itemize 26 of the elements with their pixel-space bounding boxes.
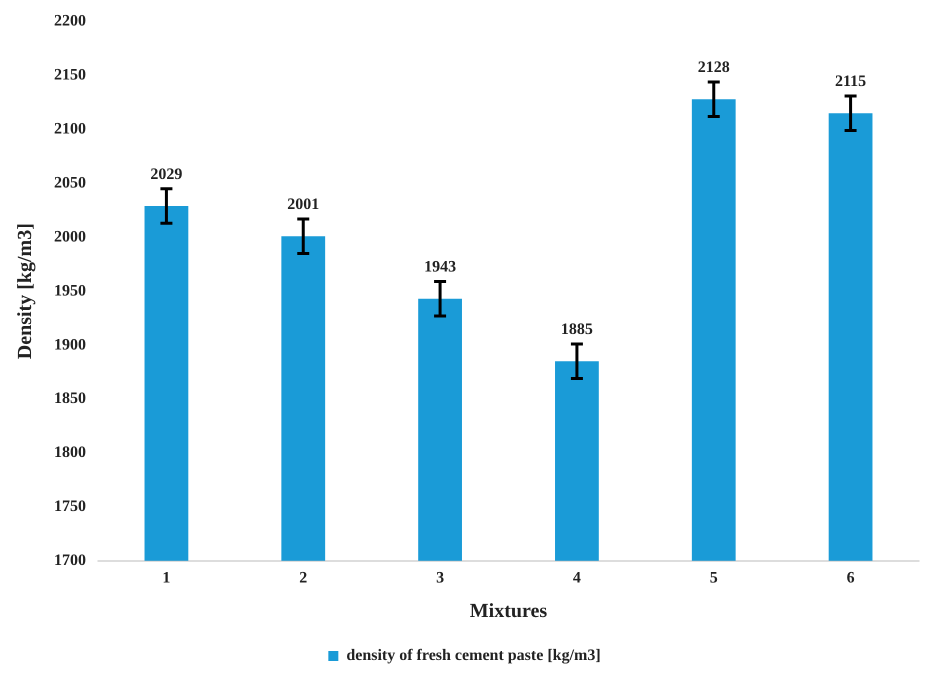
y-tick-label: 1900 bbox=[54, 336, 86, 354]
x-axis-title: Mixtures bbox=[470, 600, 548, 622]
y-axis-title: Density [kg/m3] bbox=[14, 223, 36, 360]
x-tick-label: 4 bbox=[572, 570, 581, 587]
y-tick-label: 1850 bbox=[54, 390, 86, 408]
legend-label: density of fresh cement paste [kg/m3] bbox=[346, 647, 601, 664]
data-label: 2001 bbox=[287, 196, 320, 214]
y-tick-label: 2200 bbox=[54, 12, 86, 30]
x-tick-label: 3 bbox=[436, 570, 444, 587]
data-label: 2115 bbox=[835, 73, 866, 90]
y-tick-label: 1700 bbox=[54, 552, 86, 569]
y-tick-label: 1800 bbox=[54, 444, 86, 462]
data-label: 2128 bbox=[698, 59, 730, 76]
x-tick-label: 6 bbox=[846, 570, 855, 587]
x-tick-label: 2 bbox=[299, 570, 308, 587]
data-label: 1943 bbox=[424, 258, 456, 276]
y-tick-label: 1750 bbox=[54, 498, 86, 516]
y-tick-label: 1950 bbox=[54, 282, 86, 300]
y-tick-label: 2150 bbox=[54, 66, 86, 84]
y-tick-label: 2050 bbox=[54, 174, 86, 192]
data-label: 2029 bbox=[150, 166, 182, 183]
y-tick-label: 2100 bbox=[54, 120, 86, 138]
y-tick-label: 2000 bbox=[54, 228, 86, 246]
x-tick-label: 5 bbox=[710, 570, 718, 587]
x-tick-label: 1 bbox=[162, 570, 170, 587]
data-label: 1885 bbox=[560, 321, 593, 338]
